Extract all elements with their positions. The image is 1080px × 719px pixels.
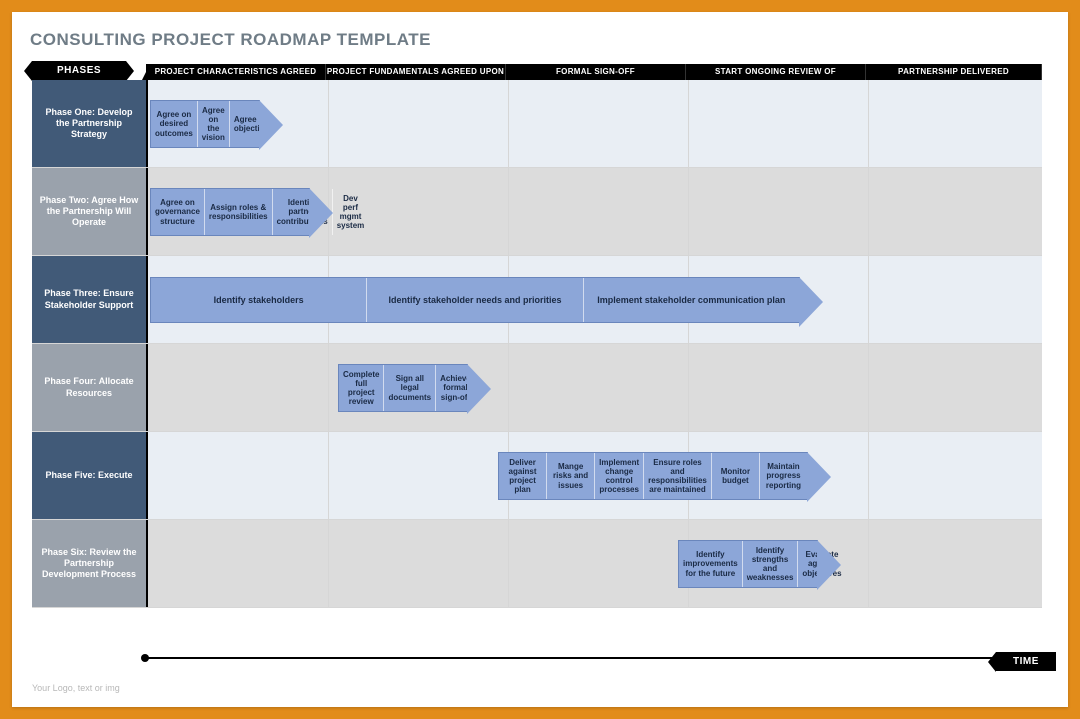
grid-line [328,344,329,431]
activity-segment: Deliver against project plan [499,453,547,499]
activity-segment: Mange risks and issues [547,453,595,499]
grid-line [688,80,689,167]
grid-line [868,168,869,255]
phase-label: Phase Five: Execute [32,432,146,519]
phase-body: Agree on governance structureAssign role… [146,168,1042,255]
grid-line [688,168,689,255]
activity-segment: Monitor budget [712,453,760,499]
activity-arrow: Identify stakeholdersIdentify stakeholde… [150,277,800,323]
activity-arrow: Agree on desired outcomesAgree on the vi… [150,100,260,148]
roadmap-page: CONSULTING PROJECT ROADMAP TEMPLATE PHAS… [12,12,1068,707]
column-header: FORMAL SIGN-OFF [506,64,686,80]
phase-row: Phase One: Develop the Partnership Strat… [32,80,1042,168]
axis-origin-icon [141,654,149,662]
phase-label: Phase Four: Allocate Resources [32,344,146,431]
page-title: CONSULTING PROJECT ROADMAP TEMPLATE [30,30,1054,50]
activity-segment: Sign all legal documents [384,365,436,411]
phase-label: Phase Six: Review the Partnership Develo… [32,520,146,607]
activity-segment: Maintain progress reporting [760,453,807,499]
grid-line [328,432,329,519]
activity-segment: Evaluate against objectives [798,541,845,587]
activity-segment: Identify improvements for the future [679,541,743,587]
activity-segment: Agree on desired outcomes [151,101,198,147]
grid-line [688,344,689,431]
grid-line [508,520,509,607]
activity-segment: Identify stakeholder needs and prioritie… [367,278,583,322]
phase-row: Phase Four: Allocate Resources Complete f… [32,344,1042,432]
phase-body: Deliver against project planMange risks … [146,432,1042,519]
activity-segment: Complete full project review [339,365,384,411]
activity-segment: Ensure roles and responsibilities are ma… [644,453,712,499]
phase-row: Phase Three: Ensure Stakeholder SupportI… [32,256,1042,344]
grid-line [508,80,509,167]
grid-line [328,520,329,607]
phase-label: Phase Two: Agree How the Partnership Wil… [32,168,146,255]
grid-line [328,80,329,167]
activity-segment: Identify stakeholders [151,278,367,322]
phase-body: Identify improvements for the futureIden… [146,520,1042,607]
phase-body: Complete full project reviewSign all leg… [146,344,1042,431]
column-header: PROJECT CHARACTERISTICS AGREED UPON [146,64,326,80]
activity-segment: Achieve formal sign-off [436,365,475,411]
column-header: PROJECT FUNDAMENTALS AGREED UPON [326,64,506,80]
phase-body: Identify stakeholdersIdentify stakeholde… [146,256,1042,343]
phase-row: Phase Five: Execute Deliver against proje… [32,432,1042,520]
x-axis-line [144,657,1028,659]
column-header: START ONGOING REVIEW OF PARTNERSHIP [686,64,866,80]
column-header: PARTNERSHIP DELIVERED [866,64,1042,80]
activity-segment: Implement change control processes [595,453,644,499]
activity-segment: Agree on the vision [198,101,230,147]
activity-arrow: Identify improvements for the futureIden… [678,540,818,588]
activity-segment: Agree on governance structure [151,189,205,235]
phase-row: Phase Six: Review the Partnership Develo… [32,520,1042,608]
footer-note: Your Logo, text or img [32,683,120,693]
activity-arrow: Complete full project reviewSign all leg… [338,364,468,412]
column-header-row: PROJECT CHARACTERISTICS AGREED UPONPROJE… [146,64,1042,80]
activity-arrow: Deliver against project planMange risks … [498,452,808,500]
activity-arrow: Agree on governance structureAssign role… [150,188,310,236]
activity-segment: Assign roles & responsibilities [205,189,273,235]
roadmap-grid: PROJECT CHARACTERISTICS AGREED UPONPROJE… [32,64,1042,644]
phase-row: Phase Two: Agree How the Partnership Wil… [32,168,1042,256]
grid-line [868,344,869,431]
grid-line [508,168,509,255]
time-axis-label: TIME [996,652,1056,671]
phase-label: Phase One: Develop the Partnership Strat… [32,80,146,167]
grid-line [868,80,869,167]
phase-label: Phase Three: Ensure Stakeholder Support [32,256,146,343]
activity-segment: Identify strengths and weaknesses [743,541,799,587]
activity-segment: Dev perf mgmt system [333,189,369,235]
grid-line [868,520,869,607]
grid-line [868,256,869,343]
activity-segment: Identify partner contributions [273,189,333,235]
activity-segment: Agree on objective [230,101,273,147]
phase-body: Agree on desired outcomesAgree on the vi… [146,80,1042,167]
activity-segment: Implement stakeholder communication plan [584,278,799,322]
grid-line [868,432,869,519]
grid-line [508,344,509,431]
